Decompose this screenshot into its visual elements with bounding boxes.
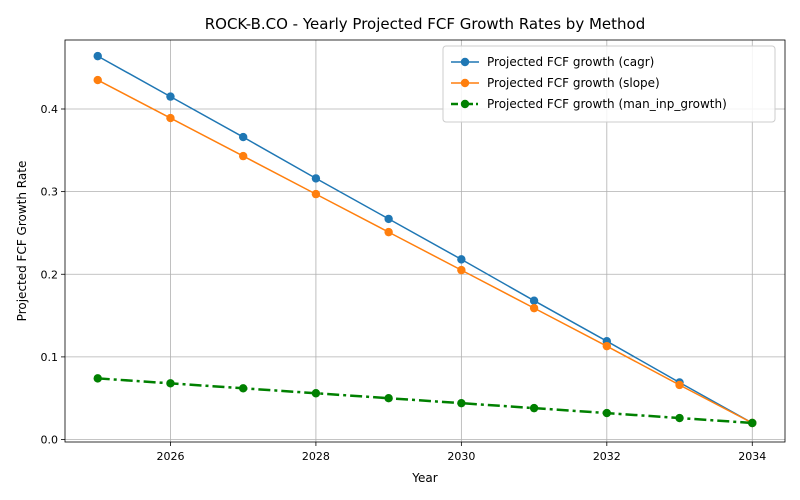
x-tick-label: 2028 <box>302 450 330 463</box>
legend: Projected FCF growth (cagr) Projected FCF… <box>442 45 776 123</box>
legend-item: Projected FCF growth (man_inp_growth) <box>451 97 727 111</box>
data-point <box>457 265 466 275</box>
data-point <box>748 418 757 428</box>
series-3 <box>93 374 757 428</box>
data-point <box>93 374 102 383</box>
legend-label: Projected FCF growth (slope) <box>487 76 660 90</box>
chart-title: ROCK-B.CO - Yearly Projected FCF Growth … <box>205 15 646 33</box>
data-point <box>529 403 539 413</box>
data-point <box>384 214 393 224</box>
legend-marker <box>460 78 470 88</box>
data-point <box>238 384 248 393</box>
data-point <box>93 51 102 61</box>
legend-item: Projected FCF growth (slope) <box>451 76 660 90</box>
legend-marker <box>460 57 470 67</box>
data-point <box>166 92 175 101</box>
data-point <box>166 113 175 123</box>
x-tick-label: 2034 <box>738 450 766 463</box>
data-point <box>238 132 248 142</box>
data-point <box>457 398 466 408</box>
data-point <box>602 408 612 418</box>
x-axis-label: Year <box>411 471 437 485</box>
data-point <box>384 227 393 237</box>
data-point <box>529 296 539 305</box>
data-point <box>238 151 248 161</box>
y-axis-label: Projected FCF Growth Rate <box>15 161 29 322</box>
data-point <box>166 379 175 388</box>
series-line <box>97 79 753 424</box>
series-line <box>97 377 753 425</box>
x-tick-label: 2032 <box>593 450 621 463</box>
data-point <box>384 394 393 403</box>
data-point <box>457 255 466 264</box>
legend-label: Projected FCF growth (man_inp_growth) <box>487 97 727 111</box>
axis-ticks: 2026 2028 2030 2032 2034 0.0 0.1 0.2 0.3 0.4 <box>41 103 767 463</box>
data-point <box>311 389 321 398</box>
x-tick-label: 2026 <box>156 450 184 463</box>
legend-marker <box>460 99 470 109</box>
data-point <box>93 75 102 85</box>
data-point <box>675 380 684 390</box>
plot-frame <box>64 39 786 443</box>
data-point <box>311 189 321 199</box>
data-point <box>675 413 684 423</box>
data-point <box>529 303 539 313</box>
y-tick-label: 0.1 <box>41 351 59 364</box>
data-point <box>602 341 612 351</box>
legend-item: Projected FCF growth (cagr) <box>451 55 654 69</box>
legend-label: Projected FCF growth (cagr) <box>487 55 654 69</box>
series-line <box>97 55 753 424</box>
x-tick-label: 2030 <box>447 450 475 463</box>
y-tick-label: 0.2 <box>41 268 59 281</box>
data-point <box>311 174 321 183</box>
y-tick-label: 0.3 <box>41 186 59 199</box>
y-tick-label: 0.4 <box>41 103 59 116</box>
y-tick-label: 0.0 <box>41 434 59 447</box>
legend-box <box>442 45 776 123</box>
plot-series <box>93 51 757 428</box>
